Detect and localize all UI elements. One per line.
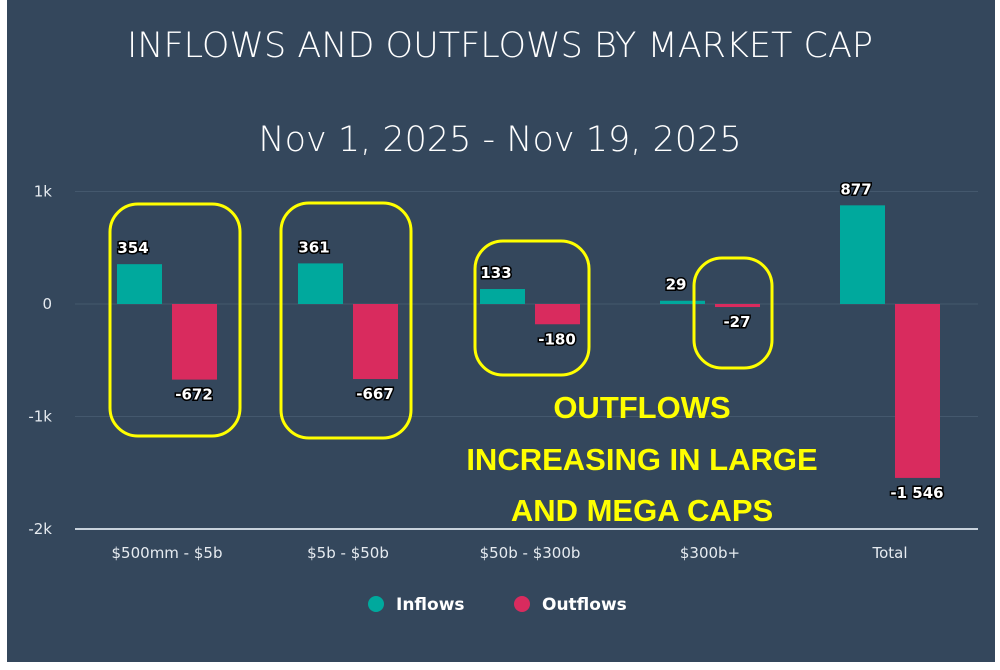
chart-title: INFLOWS AND OUTFLOWS BY MARKET CAP xyxy=(127,26,873,66)
legend-label-outflows[interactable]: Outflows xyxy=(542,595,627,615)
data-label: -1 546 xyxy=(890,484,943,502)
highlight-box xyxy=(473,239,591,377)
data-label: 133 xyxy=(480,264,511,282)
annotation: OUTFLOWS INCREASING IN LARGE AND MEGA CA… xyxy=(466,390,817,528)
outflow-bar xyxy=(353,304,398,380)
data-label: 29 xyxy=(666,276,687,294)
y-tick-label: 1k xyxy=(34,183,53,201)
legend-label-inflows[interactable]: Inflows xyxy=(396,595,465,615)
data-label: 361 xyxy=(298,238,329,256)
x-tick-label: $5b - $50b xyxy=(307,544,389,562)
x-tick-label: $500mm - $5b xyxy=(112,544,223,562)
annotation-line-2: INCREASING IN LARGE xyxy=(466,442,817,477)
x-tick-label: $300b+ xyxy=(680,544,740,562)
inflow-bar xyxy=(117,264,162,304)
x-tick-label: Total xyxy=(871,544,907,562)
highlight-box xyxy=(692,256,774,370)
outflow-bar xyxy=(535,304,580,325)
chart-panel xyxy=(7,0,995,662)
inflow-bar xyxy=(840,205,885,304)
y-tick-label: -1k xyxy=(28,408,52,426)
legend-marker-outflows xyxy=(514,596,530,612)
y-tick-label: 0 xyxy=(42,295,52,313)
legend: Inflows Outflows xyxy=(368,595,627,615)
data-label: 354 xyxy=(117,239,148,257)
legend-marker-inflows xyxy=(368,596,384,612)
outflow-bar xyxy=(715,304,760,308)
chart-subtitle: Nov 1, 2025 - Nov 19, 2025 xyxy=(258,120,741,160)
outflow-bar xyxy=(172,304,217,380)
annotation-line-1: OUTFLOWS xyxy=(553,390,730,425)
highlight-box xyxy=(279,201,413,440)
data-label: -180 xyxy=(538,330,576,348)
y-tick-label: -2k xyxy=(28,520,52,538)
data-label: 877 xyxy=(840,180,871,198)
data-label: -672 xyxy=(175,386,213,404)
data-label: -667 xyxy=(356,385,394,403)
outflow-bar xyxy=(895,304,940,478)
data-label: -27 xyxy=(723,313,750,331)
inflow-bar xyxy=(298,263,343,304)
inflow-bar xyxy=(660,300,705,304)
annotation-line-3: AND MEGA CAPS xyxy=(511,493,773,528)
inflow-bar xyxy=(480,289,525,304)
highlight-box xyxy=(108,202,242,438)
x-tick-label: $50b - $300b xyxy=(480,544,581,562)
